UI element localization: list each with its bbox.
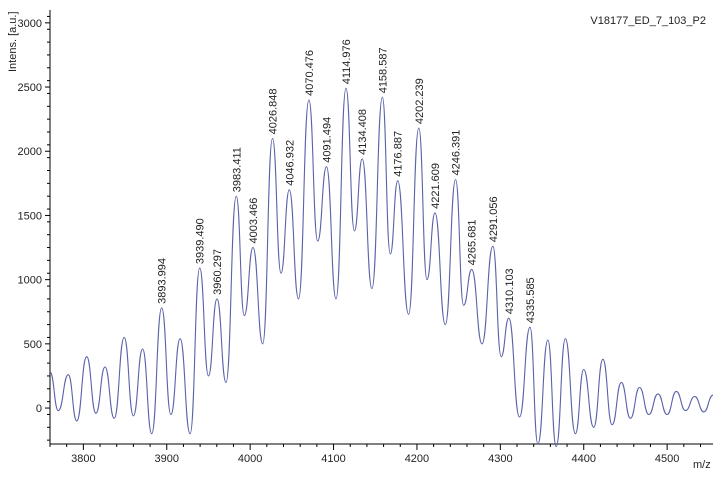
peak-label: 4158.587 — [377, 47, 389, 93]
peak-label: 4046.932 — [284, 140, 296, 186]
x-tick-label: 4400 — [571, 453, 595, 465]
y-tick-label: 2000 — [18, 146, 42, 158]
x-tick-label: 4500 — [655, 453, 679, 465]
peak-label: 4335.585 — [525, 277, 537, 323]
x-tick-label: 4000 — [238, 453, 262, 465]
peak-label: 4176.887 — [393, 131, 405, 177]
x-tick-label: 4100 — [321, 453, 345, 465]
peak-label: 4134.408 — [357, 109, 369, 155]
x-tick-label: 3900 — [155, 453, 179, 465]
y-tick-label: 1500 — [18, 210, 42, 222]
y-axis-ticks: 0 500 1000 1500 2000 2500 3000 — [18, 15, 50, 441]
peak-label: 4310.103 — [504, 268, 516, 314]
chart-title: V18177_ED_7_103_P2 — [590, 15, 706, 27]
x-axis-ticks: 3800 3900 4000 4100 4200 4300 4400 4500 — [49, 444, 701, 465]
peak-label: 4091.494 — [322, 117, 334, 163]
peak-label: 3960.297 — [212, 249, 224, 295]
peak-label: 4202.239 — [414, 78, 426, 124]
x-tick-label: 4300 — [488, 453, 512, 465]
y-tick-label: 1000 — [18, 275, 42, 287]
x-tick-label: 3800 — [71, 453, 95, 465]
y-axis-label: Intens. [a.u.] — [7, 11, 19, 72]
peak-label: 3939.490 — [195, 218, 207, 264]
peak-label: 4265.681 — [467, 220, 479, 266]
peak-label: 4114.976 — [341, 39, 353, 84]
peak-label: 4070.476 — [304, 50, 316, 96]
y-tick-label: 500 — [24, 339, 42, 351]
peak-labels: 3893.994 3939.490 3960.297 3983.411 4003.466… — [157, 39, 537, 323]
peak-label: 4003.466 — [248, 198, 260, 244]
peak-label: 4221.609 — [430, 163, 442, 209]
x-axis-label: m/z — [693, 459, 711, 471]
y-tick-label: 0 — [36, 403, 42, 415]
peak-label: 4291.056 — [488, 196, 500, 242]
peak-label: 3893.994 — [157, 258, 169, 304]
peak-label: 3983.411 — [231, 147, 243, 192]
peak-label: 4246.391 — [451, 130, 463, 176]
y-tick-label: 3000 — [18, 18, 42, 30]
peak-label: 4026.848 — [268, 89, 280, 135]
spectrum-line — [49, 87, 714, 448]
y-tick-label: 2500 — [18, 82, 42, 94]
x-tick-label: 4200 — [405, 453, 429, 465]
